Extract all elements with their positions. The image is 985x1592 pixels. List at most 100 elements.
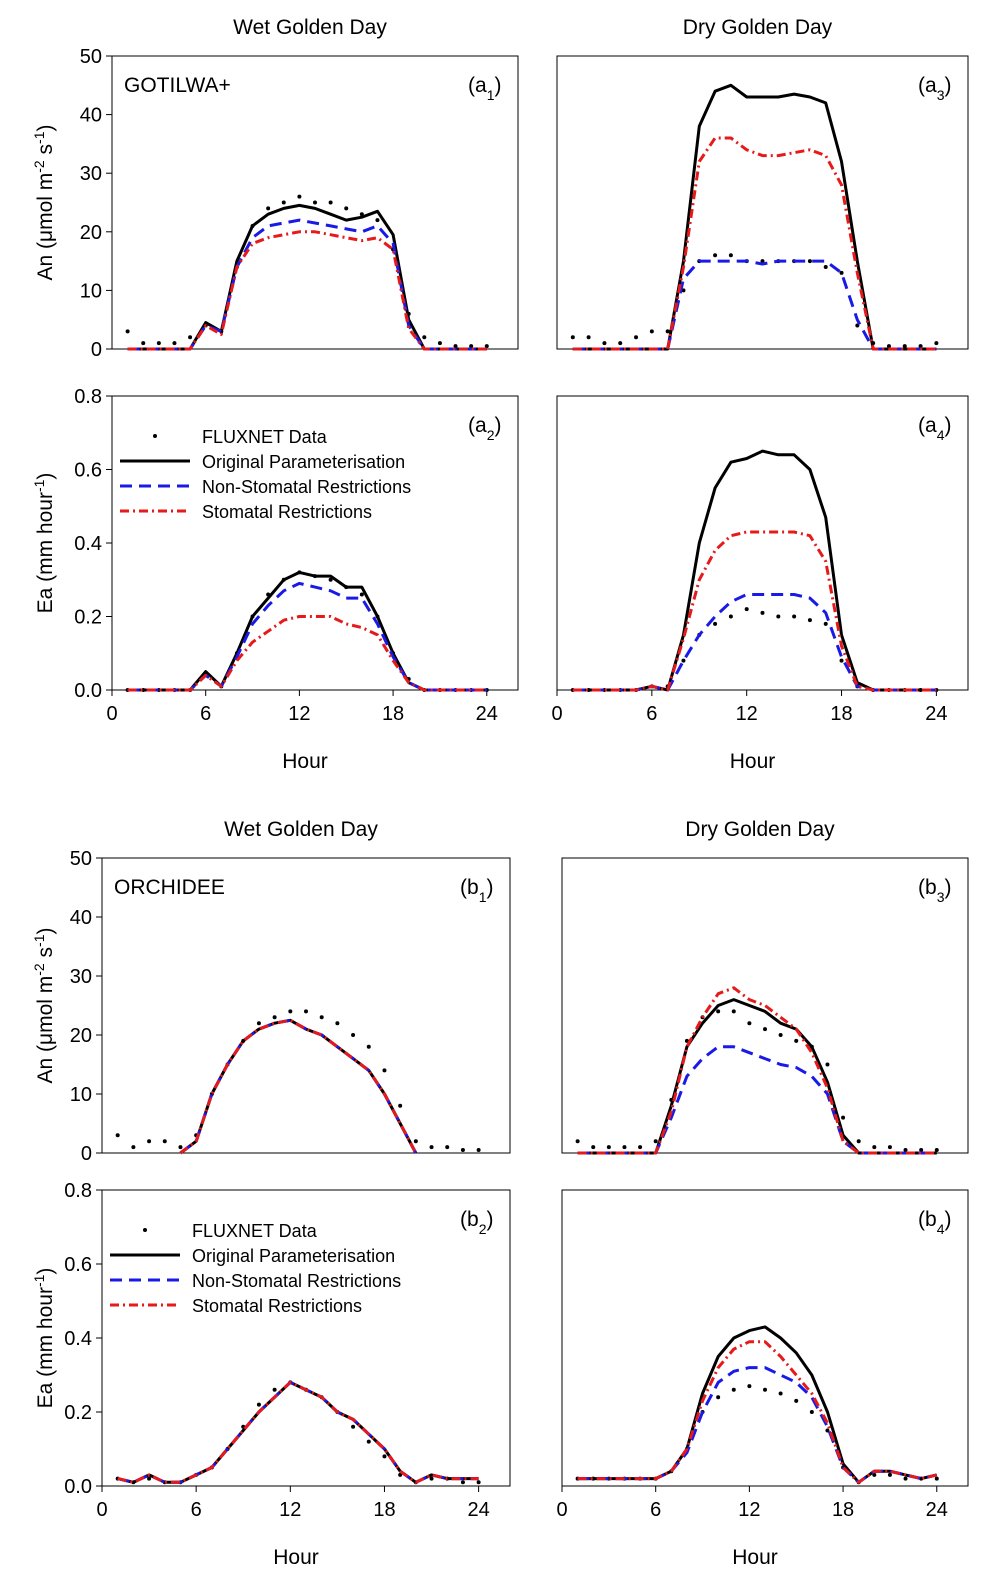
x-tick-label: 24 [925,703,947,725]
data-point [606,1145,611,1150]
plot-frame [111,55,519,350]
data-point [429,1476,434,1481]
panel-title: Wet Golden Day [224,818,378,841]
y-axis-label-part: Ea (mm hour [34,492,57,613]
y-tick-label: 30 [80,163,102,185]
plot-frame [556,395,969,691]
data-point [460,1148,465,1153]
panel-title: Dry Golden Day [685,818,835,841]
data-point [351,1033,356,1037]
panel-label-part: ) [944,414,951,437]
y-tick-label: 0.6 [74,460,102,482]
panel-label-part: ) [486,876,493,899]
data-point [716,1395,721,1400]
panel-label-part: 4 [937,427,945,443]
data-point [839,658,844,663]
series-line [117,1380,479,1484]
data-point [319,1015,324,1020]
data-point [934,1476,939,1481]
panel-title: Dry Golden Day [683,16,833,39]
plot-frame [556,55,969,350]
panel-label-part: ) [494,414,501,437]
panel-label-part: (b [918,1208,937,1231]
panel-label-part: (b [460,876,479,899]
data-point [825,1062,830,1067]
series-line [572,136,937,351]
x-tick-label: 0 [551,703,562,725]
data-point [351,1424,356,1429]
x-tick-label: 18 [373,1499,395,1521]
data-point [825,1428,830,1433]
x-tick-label: 24 [476,703,498,725]
y-axis-label-part: An (μmol m [34,173,57,281]
series-line [117,1380,479,1484]
y-axis-label: An (μmol m-2 s-1) [31,124,57,280]
panel-label: (a4) [918,414,951,443]
data-point [328,577,333,582]
y-tick-label: 0.4 [74,533,102,555]
data-point [887,1472,892,1477]
panel-label-part: (a [468,74,487,97]
y-tick-label: 50 [80,46,102,68]
data-point [934,341,939,346]
data-point [794,1398,799,1403]
data-point [586,335,591,340]
x-tick-label: 24 [467,1499,489,1521]
panel-label: (a1) [468,74,501,103]
data-point [445,1145,450,1150]
series-line [117,1380,479,1484]
y-axis-label: Ea (mm hour-1) [31,1268,57,1409]
data-point [776,614,781,619]
legend-label: Stomatal Restrictions [202,502,372,522]
x-tick-label: 12 [279,1499,301,1521]
x-tick-label: 0 [96,1499,107,1521]
y-tick-label: 0 [91,339,102,361]
data-point [618,341,623,346]
panel-label-part: (a [918,74,937,97]
legend-label: Non-Stomatal Restrictions [202,477,411,497]
data-point [147,1139,152,1144]
panel-label-part: (b [460,1208,479,1231]
data-point [313,200,317,205]
data-point [728,253,733,258]
data-point [115,1133,120,1138]
data-point [162,1139,167,1144]
data-point [256,1402,261,1407]
data-point [422,335,427,340]
y-axis-label-part: -2 [31,963,47,976]
legend-label: Original Parameterisation [192,1246,395,1266]
data-point [382,1068,387,1073]
panel-label-part: (a [918,414,937,437]
data-point [125,329,130,334]
x-tick-label: 18 [832,1499,854,1521]
data-point [344,206,349,211]
plot-frame [561,857,969,1154]
data-point [602,341,607,346]
data-point [794,1038,799,1043]
data-point [575,1139,580,1144]
panel-label-part: 3 [937,87,945,103]
data-point [272,1015,277,1020]
x-axis-label: Hour [732,1546,778,1569]
panel-label-part: (b [918,876,937,899]
data-point [256,1021,261,1026]
model-label: ORCHIDEE [114,876,225,899]
y-tick-label: 10 [80,280,102,302]
data-point [713,621,718,626]
panel-label: (b4) [918,1208,951,1237]
data-point [823,264,828,269]
data-point [823,621,828,626]
data-point [763,1387,767,1392]
y-axis-label-part: s [34,144,57,160]
series-line [577,1366,938,1484]
panel-label-part: (a [468,414,487,437]
y-tick-label: 20 [70,1025,92,1047]
x-axis-label: Hour [730,750,776,773]
series-line [577,1325,938,1484]
data-point [147,1476,152,1481]
x-tick-label: 6 [646,703,657,725]
series-line [127,203,487,351]
panel-label: (b1) [460,876,493,905]
x-tick-label: 0 [106,703,117,725]
